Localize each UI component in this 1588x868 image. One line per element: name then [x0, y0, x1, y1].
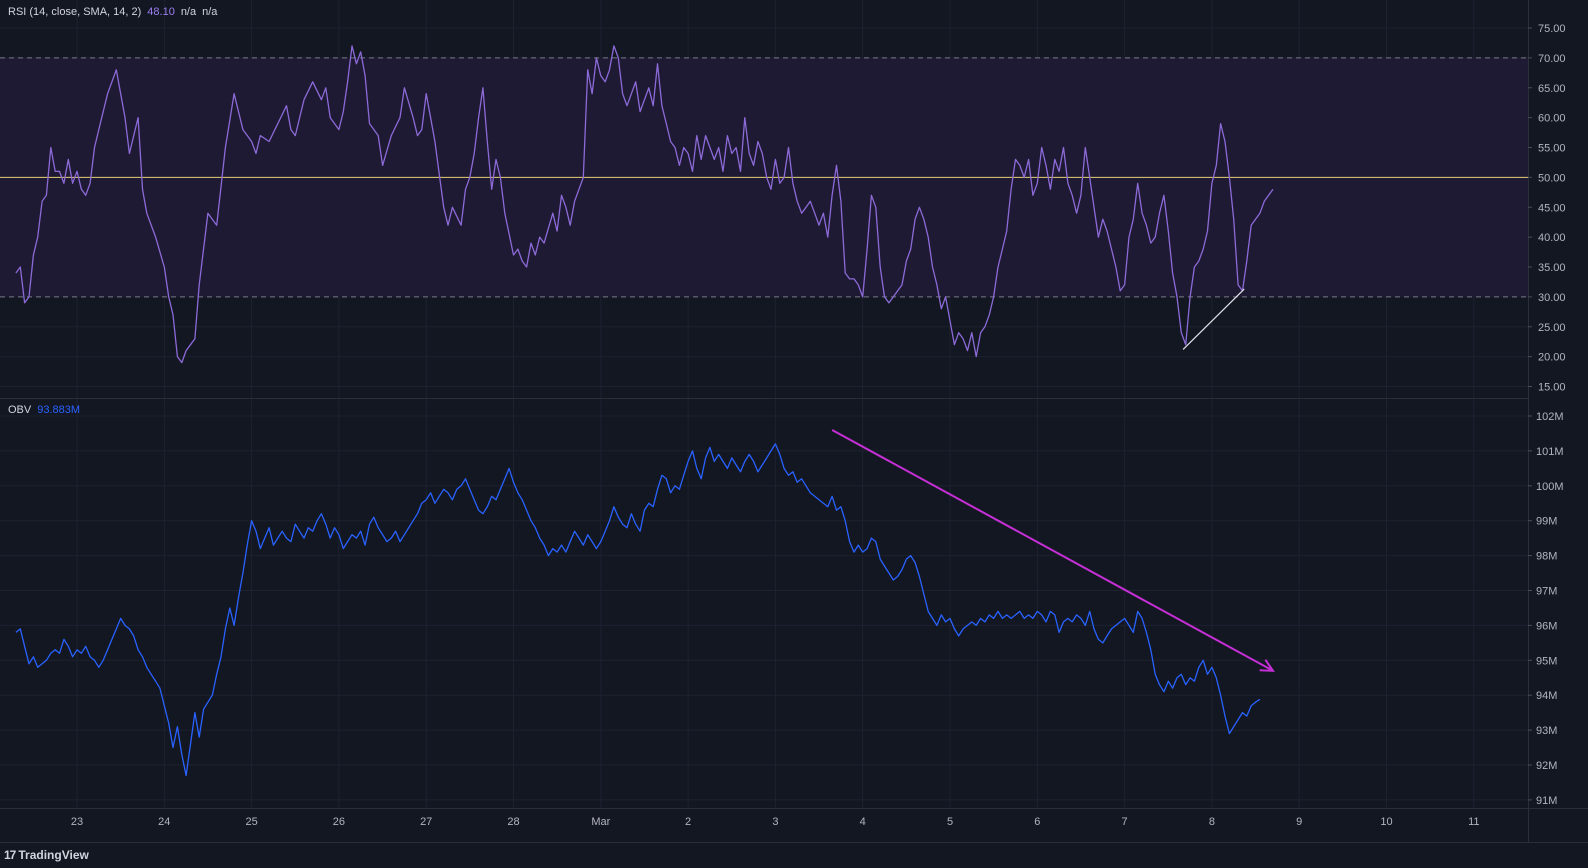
obv-tick-label: 101M [1536, 446, 1564, 458]
obv-tick-label: 99M [1536, 516, 1557, 528]
rsi-tick-label: 65.00 [1538, 83, 1566, 95]
rsi-tick-label: 25.00 [1538, 322, 1566, 334]
rsi-tick-label: 55.00 [1538, 143, 1566, 155]
rsi-tick-label: 75.00 [1538, 23, 1566, 35]
brand-label: TradingView [18, 848, 89, 862]
obv-tick-label: 94M [1536, 690, 1557, 702]
obv-tick-label: 102M [1536, 411, 1564, 423]
time-tick-label: 25 [245, 816, 257, 828]
time-tick-label: 4 [860, 816, 866, 828]
obv-tick-label: 91M [1536, 795, 1557, 807]
obv-pane[interactable] [15, 429, 1275, 777]
time-tick-label: 10 [1380, 816, 1392, 828]
rsi-legend[interactable]: RSI (14, close, SMA, 14, 2) 48.10 n/a n/… [8, 6, 217, 18]
rsi-tick-label: 35.00 [1538, 262, 1566, 274]
time-tick-label: 2 [685, 816, 691, 828]
rsi-tick-label: 15.00 [1538, 382, 1566, 394]
obv-tick-label: 97M [1536, 586, 1557, 598]
obv-trend-arrowhead-icon [1259, 659, 1275, 672]
rsi-tick-label: 50.00 [1538, 172, 1566, 184]
rsi-tick-label: 20.00 [1538, 352, 1566, 364]
rsi-pane[interactable] [0, 45, 1528, 364]
time-tick-label: 8 [1209, 816, 1215, 828]
rsi-tick-label: 70.00 [1538, 53, 1566, 65]
obv-legend-value: 93.883M [37, 404, 81, 416]
time-tick-label: 5 [947, 816, 953, 828]
rsi-trendline[interactable] [1182, 288, 1245, 350]
footer-bar: 17 TradingView [0, 842, 1588, 868]
time-tick-label: 7 [1122, 816, 1128, 828]
obv-tick-label: 95M [1536, 655, 1557, 667]
rsi-tick-label: 40.00 [1538, 232, 1566, 244]
obv-trend-arrow-line[interactable] [831, 429, 1274, 672]
time-tick-label: 26 [333, 816, 345, 828]
time-tick-label: 24 [158, 816, 170, 828]
tradingview-logo-icon: 17 [4, 848, 16, 862]
rsi-legend-label: RSI (14, close, SMA, 14, 2) [8, 6, 142, 18]
obv-legend[interactable]: OBV 93.883M [8, 404, 80, 416]
tradingview-brand[interactable]: 17 TradingView [4, 848, 89, 862]
time-tick-label: 3 [772, 816, 778, 828]
price-axis-background [1528, 0, 1588, 843]
rsi-legend-value: 48.10 [147, 6, 175, 18]
rsi-tick-label: 45.00 [1538, 202, 1566, 214]
time-tick-label: 28 [507, 816, 519, 828]
obv-tick-label: 96M [1536, 620, 1557, 632]
obv-tick-label: 93M [1536, 725, 1557, 737]
obv-tick-label: 100M [1536, 481, 1564, 493]
rsi-legend-na-1: n/a [180, 6, 197, 18]
time-tick-label: Mar [591, 816, 610, 828]
obv-legend-label: OBV [8, 404, 32, 416]
rsi-tick-label: 30.00 [1538, 292, 1566, 304]
time-tick-label: 23 [71, 816, 83, 828]
rsi-tick-label: 60.00 [1538, 113, 1566, 125]
price-axes[interactable]: 75.00 70.00 65.00 60.00 55.00 50.00 45.00 40.00… [1528, 0, 1588, 843]
rsi-series-line[interactable] [15, 45, 1274, 364]
time-tick-label: 9 [1296, 816, 1302, 828]
rsi-legend-na-2: n/a [202, 6, 218, 18]
time-tick-label: 11 [1468, 816, 1479, 828]
time-tick-label: 27 [420, 816, 432, 828]
obv-series-line[interactable] [15, 443, 1261, 777]
obv-tick-label: 98M [1536, 551, 1557, 563]
obv-tick-label: 92M [1536, 760, 1557, 772]
time-axis[interactable]: 23 24 25 26 27 28 Mar 2 3 4 5 6 7 8 9 10 11 [0, 808, 1588, 829]
time-tick-label: 6 [1034, 816, 1040, 828]
